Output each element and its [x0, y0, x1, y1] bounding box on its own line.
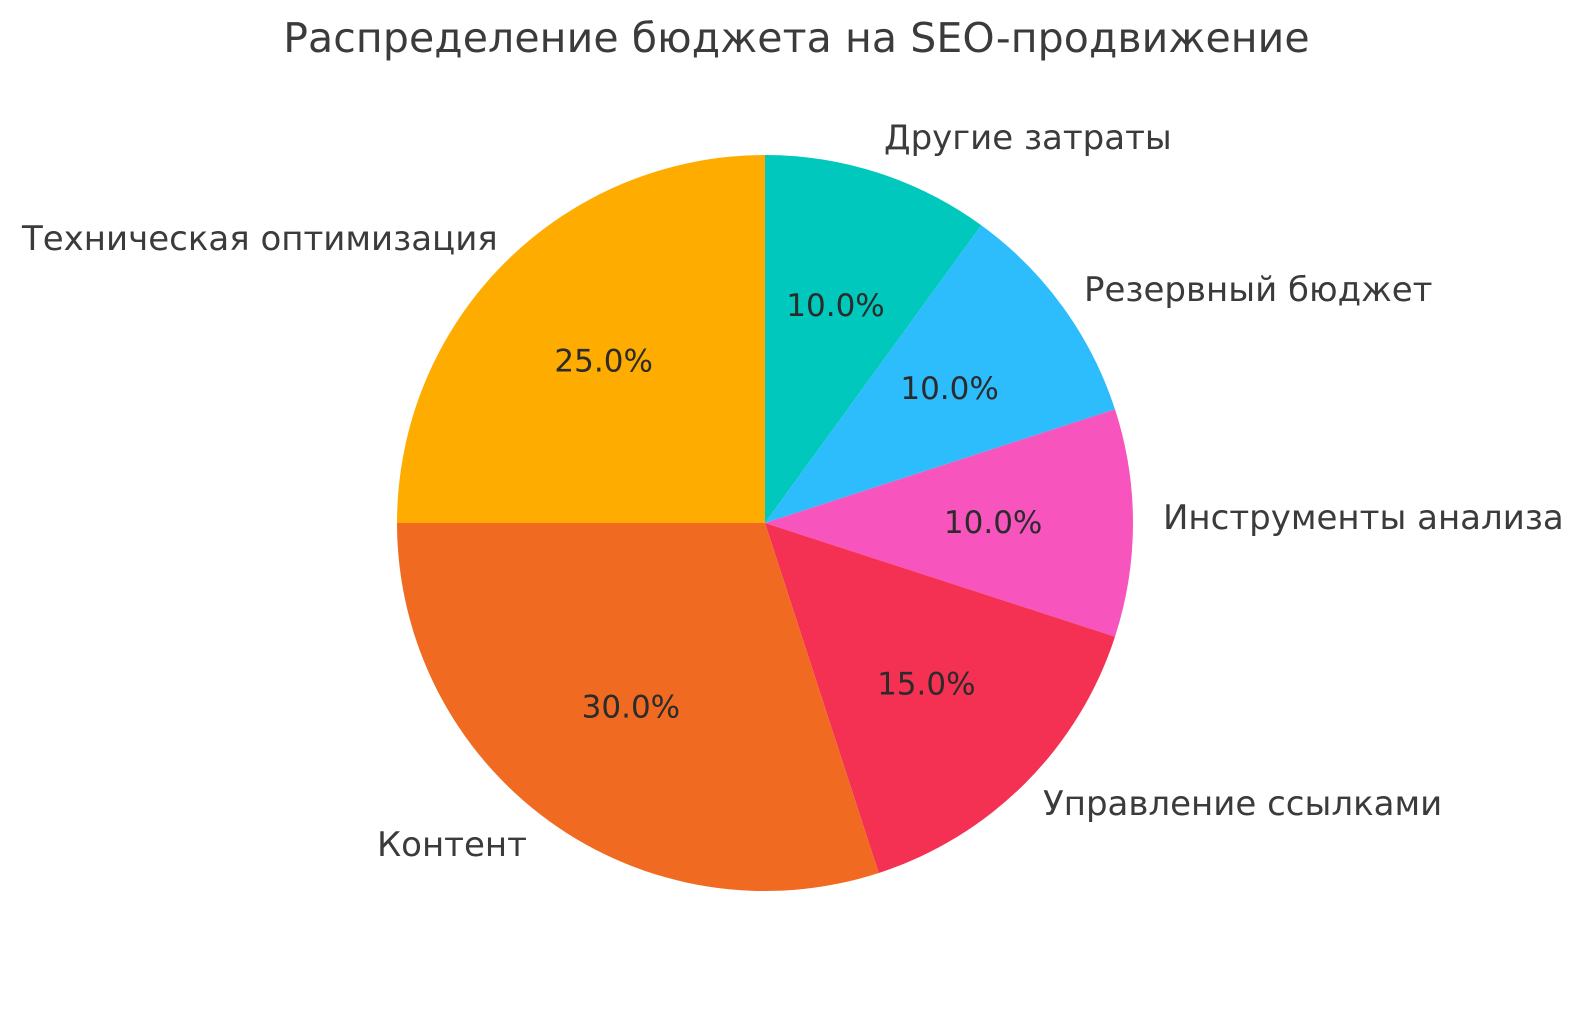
pie-slices — [397, 155, 1134, 892]
pie-slice-percent-label: 10.0% — [944, 505, 1042, 541]
pie-slice-percent-label: 10.0% — [786, 288, 884, 324]
pie-slice-percent-label: 10.0% — [900, 371, 998, 407]
pie-percent-labels: 10.0% 10.0% 10.0% 15.0% 30.0% 25.0% — [554, 288, 1042, 726]
pie-category-label-kontent: Контент — [377, 825, 527, 865]
pie-slice[interactable] — [765, 409, 1134, 637]
pie-slice[interactable] — [397, 155, 765, 523]
pie-slice-percent-label: 30.0% — [582, 690, 680, 726]
pie-category-label-rezervnyy-byudzhet: Резервный бюджет — [1084, 270, 1433, 310]
pie-category-label-drugie-zatraty: Другие затраты — [884, 118, 1172, 158]
pie-category-label-tehnicheskaya-optimizaciya: Техническая оптимизация — [22, 219, 498, 259]
pie-slice[interactable] — [397, 523, 879, 892]
pie-category-label-instrumenty-analiza: Инструменты анализа — [1163, 498, 1564, 538]
pie-slice[interactable] — [765, 155, 982, 523]
pie-slice[interactable] — [765, 225, 1115, 523]
page-title: Распределение бюджета на SEO-продвижение — [283, 14, 1310, 62]
pie-slice[interactable] — [765, 523, 1115, 873]
pie-slice-percent-label: 25.0% — [554, 344, 652, 380]
pie-slice-percent-label: 15.0% — [877, 666, 975, 702]
pie-category-label-upravlenie-ssylkami: Управление ссылками — [1043, 784, 1443, 824]
